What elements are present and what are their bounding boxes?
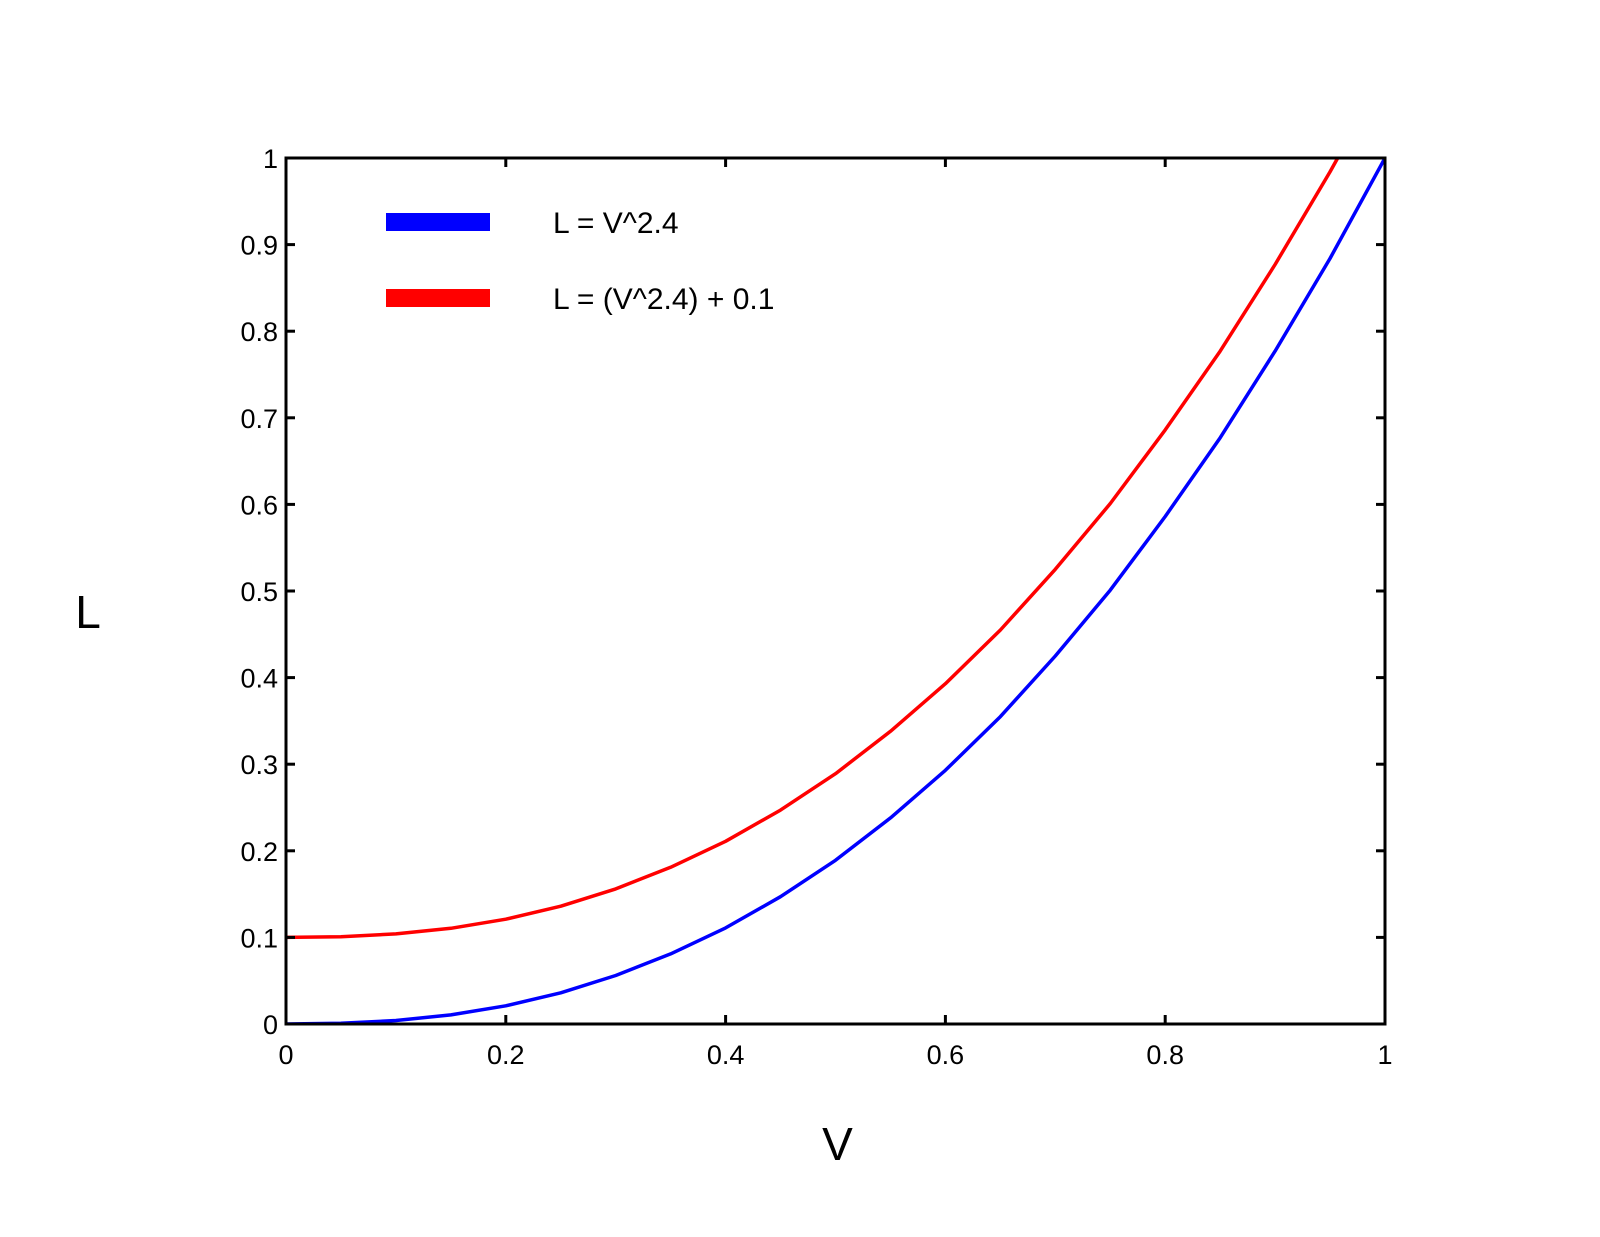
y-tick-label: 0.4 xyxy=(240,664,278,694)
plot-frame xyxy=(284,156,1387,1026)
y-tick-label: 0.9 xyxy=(240,231,278,261)
ticks-group: 0 0.2 0.4 0.6 0.8 1 0 0.1 0.2 0.3 0.4 0.5 0.6 0.7 0.8 0… xyxy=(240,144,1392,1070)
y-axis-title: L xyxy=(75,586,101,638)
legend-label-2: L = (V^2.4) + 0.1 xyxy=(553,283,774,316)
y-tick-label: 0.8 xyxy=(240,317,278,347)
y-tick-label: 0.2 xyxy=(240,837,278,867)
x-tick-label: 0.2 xyxy=(487,1040,525,1070)
legend: L = V^2.4 L = (V^2.4) + 0.1 xyxy=(386,207,774,316)
series-line-1 xyxy=(286,158,1385,1024)
x-tick-label: 0.8 xyxy=(1146,1040,1184,1070)
y-tick-label: 0.5 xyxy=(240,577,278,607)
series-line-2 xyxy=(286,158,1340,940)
series-group xyxy=(286,158,1385,1024)
x-tick-label: 0.6 xyxy=(927,1040,965,1070)
y-tick-label: 0.3 xyxy=(240,750,278,780)
legend-label-1: L = V^2.4 xyxy=(553,207,679,240)
legend-swatch-2 xyxy=(386,289,490,307)
x-axis-title: V xyxy=(822,1118,853,1170)
legend-swatch-1 xyxy=(386,213,490,231)
y-tick-label: 0.6 xyxy=(240,490,278,520)
y-tick-label: 0 xyxy=(263,1010,278,1040)
y-tick-label: 0.7 xyxy=(240,404,278,434)
x-tick-label: 0.4 xyxy=(707,1040,745,1070)
x-tick-label: 1 xyxy=(1377,1040,1392,1070)
y-tick-label: 1 xyxy=(263,144,278,174)
y-tick-label: 0.1 xyxy=(240,923,278,953)
x-tick-label: 0 xyxy=(278,1040,293,1070)
